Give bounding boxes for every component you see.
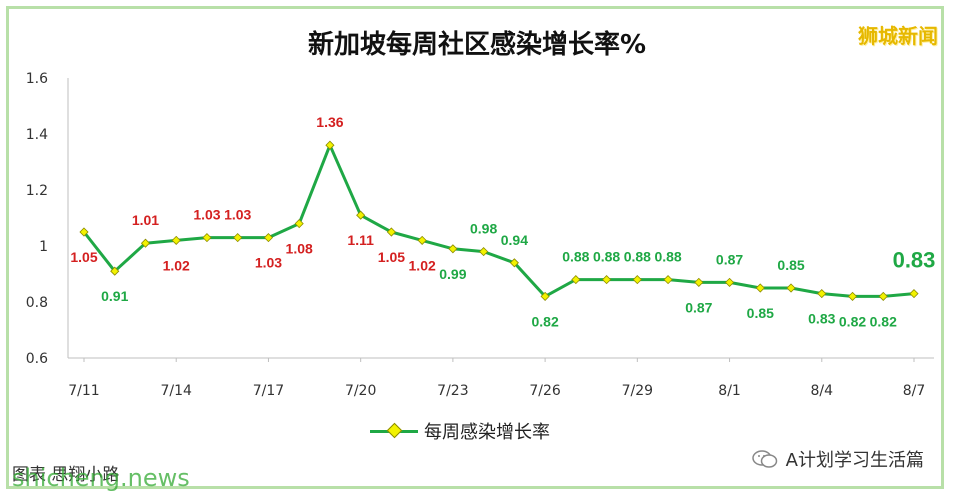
chart-legend: 每周感染增长率 (370, 418, 550, 444)
data-point-marker (724, 277, 735, 287)
data-point-marker (79, 227, 89, 237)
data-point-marker (479, 247, 489, 257)
data-point-marker (110, 266, 120, 276)
data-label: 0.99 (439, 266, 466, 282)
x-tick-label: 7/14 (160, 383, 192, 399)
watermark-text: shicheng.news (12, 464, 190, 492)
data-label: 0.82 (839, 313, 866, 329)
data-label: 0.87 (685, 299, 712, 315)
data-label: 0.83 (893, 248, 936, 273)
wechat-account-name: A计划学习生活篇 (785, 450, 924, 471)
data-label: 1.02 (163, 257, 190, 273)
data-label: 1.05 (378, 249, 405, 265)
data-point-marker (817, 289, 827, 299)
data-point-marker (325, 140, 335, 150)
data-label: 1.11 (347, 232, 374, 248)
data-label: 0.82 (531, 313, 558, 329)
x-tick-label: 8/4 (811, 383, 834, 399)
x-tick-label: 7/11 (68, 383, 99, 399)
series-line (82, 143, 915, 298)
x-tick-label: 7/26 (529, 383, 561, 399)
data-point-marker (571, 275, 581, 285)
data-label: 1.03 (255, 255, 282, 271)
x-tick-label: 7/17 (253, 383, 284, 399)
data-label: 1.08 (286, 241, 313, 257)
data-point-marker (786, 283, 796, 293)
x-tick-label: 7/29 (622, 383, 653, 399)
x-tick-label: 7/23 (437, 383, 468, 399)
data-point-marker (448, 244, 458, 254)
data-point-marker (263, 233, 274, 243)
data-label: 1.01 (132, 212, 159, 228)
data-point-marker (140, 238, 151, 248)
data-point-marker (540, 291, 550, 301)
chart-credit: 图表 思翔小路 (12, 465, 120, 485)
y-tick-label: 1.4 (26, 127, 48, 143)
data-point-marker (509, 258, 519, 268)
data-label: 0.83 (808, 311, 835, 327)
y-tick-label: 0.8 (26, 295, 48, 311)
data-point-marker (417, 235, 427, 245)
brand-logo-text: 狮城新闻 (858, 24, 938, 48)
legend-line-marker-icon (370, 429, 418, 433)
data-label: 0.88 (593, 249, 620, 265)
data-label: 1.03 (193, 207, 220, 223)
y-tick-label: 1.2 (26, 183, 48, 199)
data-label: 0.85 (747, 305, 774, 321)
data-point-marker (755, 283, 765, 293)
x-tick-label: 8/7 (903, 383, 926, 399)
data-point-marker (602, 275, 612, 285)
data-label: 0.85 (777, 257, 804, 273)
legend-label: 每周感染增长率 (424, 422, 550, 443)
data-point-marker (663, 275, 673, 285)
data-point-marker (847, 291, 858, 301)
wechat-account: A计划学习生活篇 (751, 446, 924, 472)
y-tick-label: 1.6 (26, 71, 48, 87)
y-tick-label: 0.6 (26, 351, 48, 367)
data-label: 0.91 (101, 288, 128, 304)
data-label: 0.88 (562, 249, 589, 265)
data-label: 0.98 (470, 221, 497, 237)
data-point-marker (694, 277, 704, 287)
data-point-marker (909, 289, 919, 299)
data-label: 0.88 (624, 249, 651, 265)
x-tick-label: 8/1 (718, 383, 741, 399)
y-tick-label: 1 (39, 239, 48, 255)
data-label: 0.94 (501, 232, 528, 248)
x-tick-label: 7/20 (345, 383, 376, 399)
data-point-marker (878, 291, 888, 301)
chart-title: 新加坡每周社区感染增长率% (307, 30, 647, 60)
data-point-marker (356, 210, 366, 220)
data-label: 0.87 (716, 251, 743, 267)
data-point-marker (233, 233, 243, 243)
data-point-marker (632, 275, 642, 285)
data-point-marker (294, 219, 304, 229)
data-point-marker (386, 227, 396, 237)
data-point-marker (202, 233, 212, 243)
wechat-icon (751, 450, 777, 468)
data-label: 0.88 (654, 249, 681, 265)
data-label: 1.02 (409, 257, 436, 273)
chart-frame (6, 6, 944, 489)
data-label: 0.82 (870, 313, 897, 329)
data-label: 1.36 (316, 114, 343, 130)
data-point-marker (171, 235, 181, 245)
data-label: 1.05 (70, 249, 97, 265)
data-label: 1.03 (224, 207, 251, 223)
